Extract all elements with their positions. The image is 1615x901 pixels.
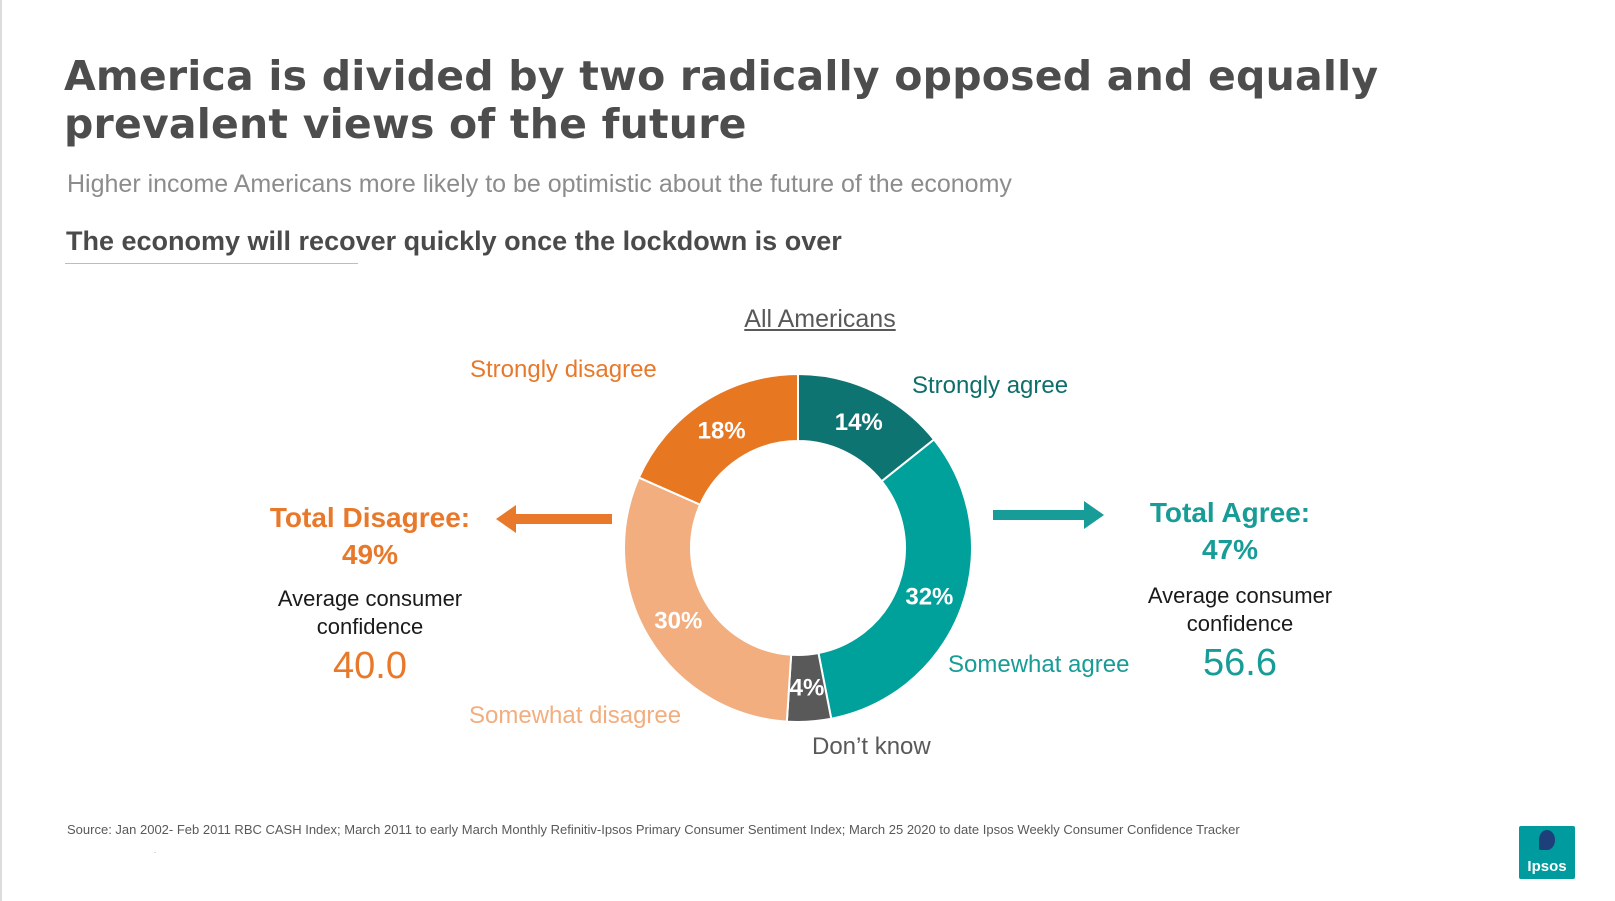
ipsos-logo: Ipsos (1519, 826, 1575, 879)
question-heading: The economy will recover quickly once th… (66, 226, 842, 256)
total-disagree-value: 49% (341, 539, 399, 570)
footnote-mark: . (154, 846, 157, 855)
slide-title: America is divided by two radically oppo… (64, 52, 1379, 148)
slice-value-label: 30% (654, 608, 702, 635)
total-agree-value: 47% (1201, 534, 1259, 565)
confidence-value-agree: 56.6 (1203, 642, 1277, 684)
total-agree-label: Total Agree: (1149, 497, 1311, 528)
total-agree: Total Agree: 47% (1110, 494, 1350, 568)
donut-slice-somewhat-disagree (623, 476, 793, 723)
donut-slices (623, 372, 973, 723)
confidence-label-line2: confidence (1186, 611, 1294, 636)
donut-slice-labels: 14% 32% 4% 30% 18% (654, 409, 953, 702)
slide-subtitle: Higher income Americans more likely to b… (67, 170, 1012, 198)
ipsos-logo-icon (1539, 830, 1555, 850)
disagree-arrow (496, 505, 612, 533)
confidence-value-disagree: 40.0 (333, 645, 407, 687)
total-disagree-label: Total Disagree: (269, 502, 471, 533)
slice-value-label: 18% (698, 418, 746, 445)
confidence-label-agree: Average consumer confidence (1110, 582, 1370, 638)
confidence-label-line1: Average consumer (1147, 583, 1333, 608)
arrows-group (496, 501, 1104, 533)
chart-title: All Americans (744, 305, 896, 333)
legend-somewhat-agree: Somewhat agree (948, 651, 1130, 678)
confidence-label-line2: confidence (316, 614, 424, 639)
legend-somewhat-disagree: Somewhat disagree (469, 702, 682, 729)
legend-strongly-agree: Strongly agree (912, 372, 1069, 399)
slide-border (0, 0, 2, 901)
slice-value-label: 14% (835, 409, 883, 436)
donut-slice-strongly-disagree (637, 372, 799, 507)
agree-arrow (993, 501, 1104, 529)
confidence-label-disagree: Average consumer confidence (240, 585, 500, 641)
legend-dont-know: Don’t know (812, 733, 931, 760)
total-disagree: Total Disagree: 49% (240, 499, 500, 573)
slice-value-label: 4% (790, 675, 825, 702)
donut-slice-somewhat-agree (817, 438, 973, 720)
confidence-label-line1: Average consumer (277, 586, 463, 611)
logo-text: Ipsos (1527, 858, 1567, 875)
source-note: Source: Jan 2002- Feb 2011 RBC CASH Inde… (67, 822, 1240, 837)
legend-strongly-disagree: Strongly disagree (470, 356, 657, 383)
slice-value-label: 32% (905, 583, 953, 610)
question-underline (65, 263, 358, 264)
